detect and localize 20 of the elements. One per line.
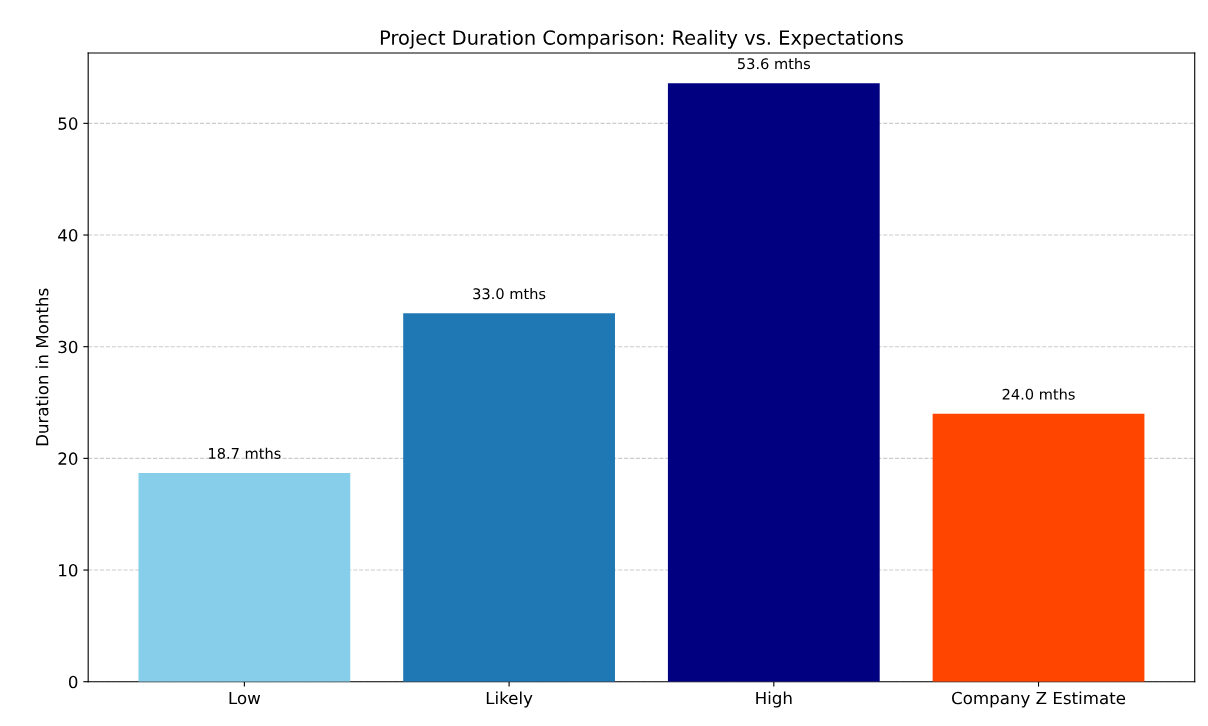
x-tick-label: High: [756, 691, 792, 708]
chart-title: Project Duration Comparison: Reality vs. Expectations: [380, 29, 903, 49]
data-label: 24.0 mths: [1002, 388, 1075, 400]
x-tick-label: Company Z Estimate: [952, 691, 1126, 708]
y-tick-label: 20: [58, 452, 78, 465]
x-tick-label: Low: [229, 691, 261, 705]
x-tick-label: Likely: [486, 691, 533, 708]
bar: [403, 313, 615, 682]
y-tick-label: 10: [59, 564, 78, 577]
data-label: 33.0 mths: [473, 287, 546, 300]
bar: [932, 413, 1145, 682]
bar: [138, 472, 351, 682]
y-tick-label: 50: [58, 117, 78, 130]
bar: [667, 83, 880, 682]
data-label: 53.6 mths: [738, 57, 811, 70]
y-tick-label: 0: [68, 675, 78, 689]
y-axis-title: Duration in Months: [35, 288, 49, 446]
y-tick-label: 40: [58, 228, 78, 242]
y-tick-label: 30: [58, 340, 78, 354]
data-label: 18.7 mths: [209, 447, 281, 459]
